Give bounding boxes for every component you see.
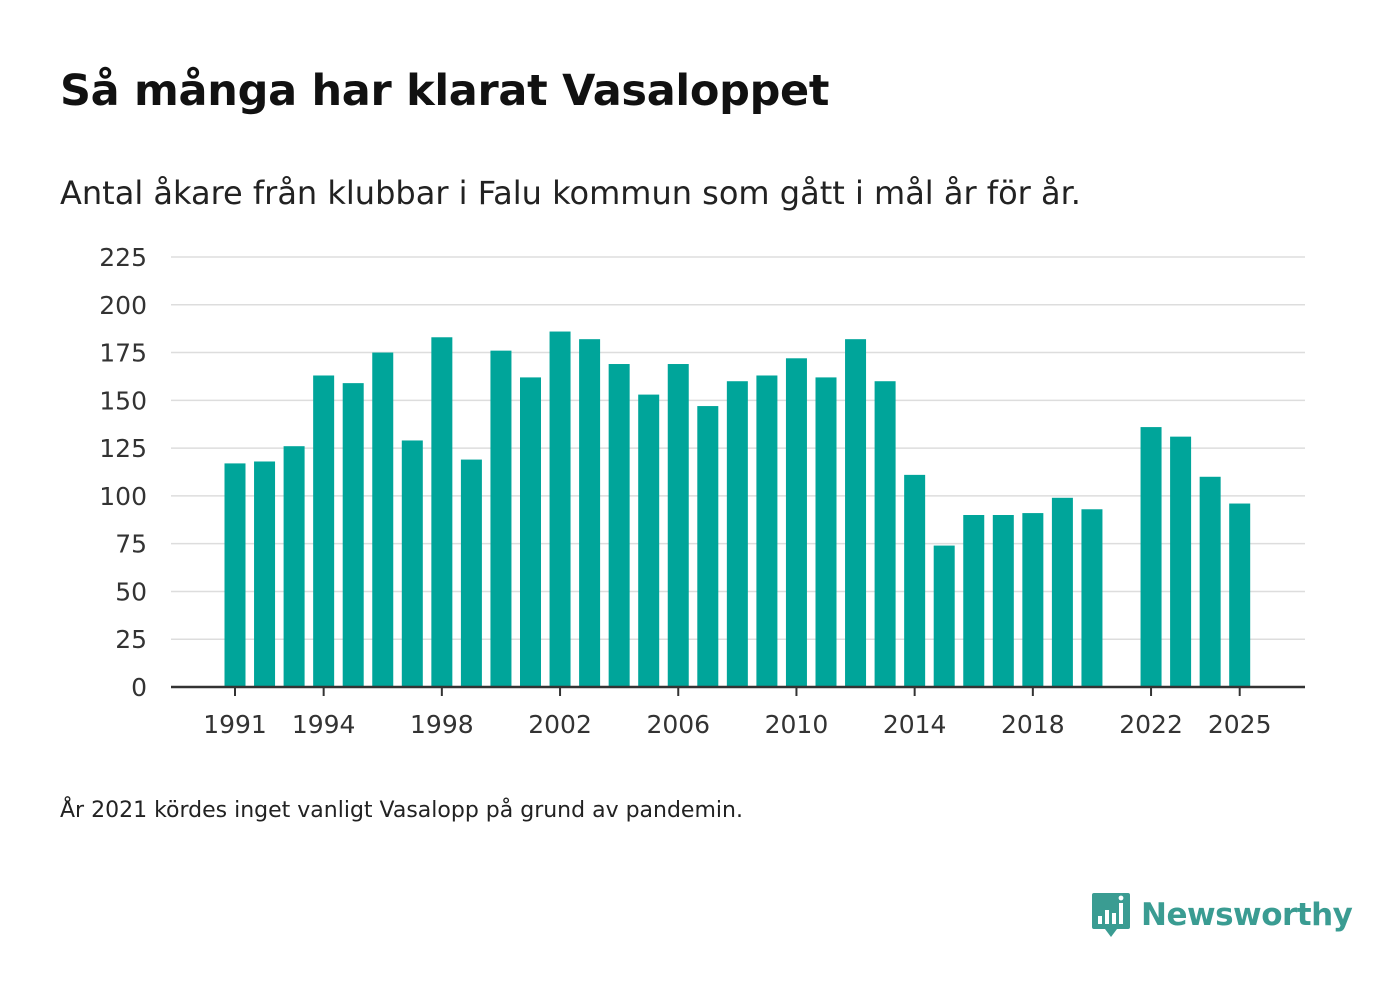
bar-2025	[1229, 503, 1251, 687]
x-tick-label: 2022	[1119, 710, 1183, 739]
y-tick-label: 225	[99, 243, 147, 272]
bar-2007	[697, 406, 719, 687]
x-tick-label: 1991	[203, 710, 267, 739]
brand-name: Newsworthy	[1141, 897, 1353, 933]
y-tick-label: 100	[99, 482, 147, 511]
x-axis-tick-labels: 1991 1994 1998 2002 2006 2010 2014 2018 2022 2025	[203, 687, 1272, 739]
bar-2012	[845, 339, 867, 687]
bar-1996	[372, 352, 394, 687]
bar-2022	[1140, 427, 1162, 687]
chart-title: Så många har klarat Vasaloppet	[60, 66, 830, 116]
x-tick-label: 1994	[292, 710, 356, 739]
bar-2011	[815, 377, 837, 687]
bar-1991	[224, 463, 246, 687]
bar-1994	[313, 375, 335, 687]
y-tick-label: 75	[115, 530, 147, 559]
y-axis-tick-labels: 0 25 50 75 100 125 150 175 200 225	[99, 243, 147, 702]
bar-chart: 0 25 50 75 100 125 150 175 200 225 1991 1994 1998 20…	[99, 243, 1305, 739]
x-tick-label: 2018	[1001, 710, 1065, 739]
y-tick-label: 0	[131, 673, 147, 702]
y-tick-label: 125	[99, 434, 147, 463]
y-tick-label: 25	[115, 625, 147, 654]
x-tick-label: 2025	[1208, 710, 1272, 739]
y-tick-label: 200	[99, 291, 147, 320]
bar-2005	[638, 394, 660, 687]
bar-1999	[460, 459, 482, 687]
bar-2017	[992, 515, 1014, 687]
brand-logo: Newsworthy	[1091, 891, 1353, 939]
bar-2014	[904, 474, 926, 687]
bar-1993	[283, 446, 305, 687]
x-tick-label: 2010	[765, 710, 829, 739]
bar-2000	[490, 350, 512, 687]
chart-subtitle: Antal åkare från klubbar i Falu kommun s…	[60, 174, 1081, 212]
bar-2020	[1081, 509, 1103, 687]
bar-2008	[726, 381, 748, 687]
x-tick-label: 2006	[646, 710, 710, 739]
y-tick-label: 50	[115, 577, 147, 606]
bar-1998	[431, 337, 453, 687]
bar-2006	[667, 364, 689, 687]
bar-1995	[342, 383, 364, 687]
bar-2009	[756, 375, 778, 687]
bar-2001	[520, 377, 541, 687]
bar-2003	[579, 339, 601, 687]
x-tick-label: 2002	[528, 710, 592, 739]
bar-1997	[401, 440, 423, 687]
bar-2019	[1051, 497, 1073, 687]
y-tick-label: 175	[99, 339, 147, 368]
x-tick-label: 1998	[410, 710, 474, 739]
newsworthy-bar-chart-icon	[1092, 893, 1130, 937]
bars	[224, 331, 1251, 687]
bar-2004	[608, 364, 630, 687]
bar-2015	[933, 545, 955, 687]
bar-2023	[1170, 436, 1192, 687]
bar-2016	[963, 515, 985, 687]
bar-2018	[1022, 513, 1044, 687]
bar-2002	[549, 331, 571, 687]
bar-2010	[785, 358, 807, 687]
y-tick-label: 150	[99, 386, 147, 415]
x-tick-label: 2014	[883, 710, 947, 739]
bar-2013	[874, 381, 896, 687]
bar-1992	[254, 461, 276, 687]
footnote: År 2021 kördes inget vanligt Vasalopp på…	[60, 798, 743, 823]
bar-2024	[1199, 476, 1221, 687]
